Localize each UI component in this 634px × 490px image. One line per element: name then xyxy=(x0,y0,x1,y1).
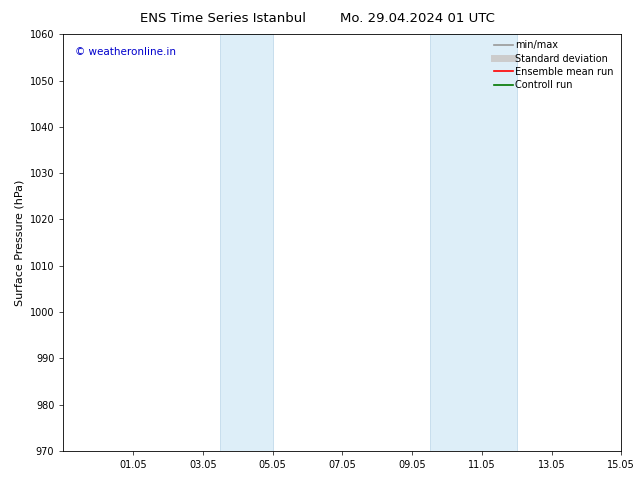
Y-axis label: Surface Pressure (hPa): Surface Pressure (hPa) xyxy=(14,179,24,306)
Bar xyxy=(221,34,273,451)
Legend: min/max, Standard deviation, Ensemble mean run, Controll run: min/max, Standard deviation, Ensemble me… xyxy=(491,37,618,93)
Text: ENS Time Series Istanbul        Mo. 29.04.2024 01 UTC: ENS Time Series Istanbul Mo. 29.04.2024 … xyxy=(139,12,495,25)
Text: © weatheronline.in: © weatheronline.in xyxy=(75,47,176,57)
Bar xyxy=(429,34,517,451)
